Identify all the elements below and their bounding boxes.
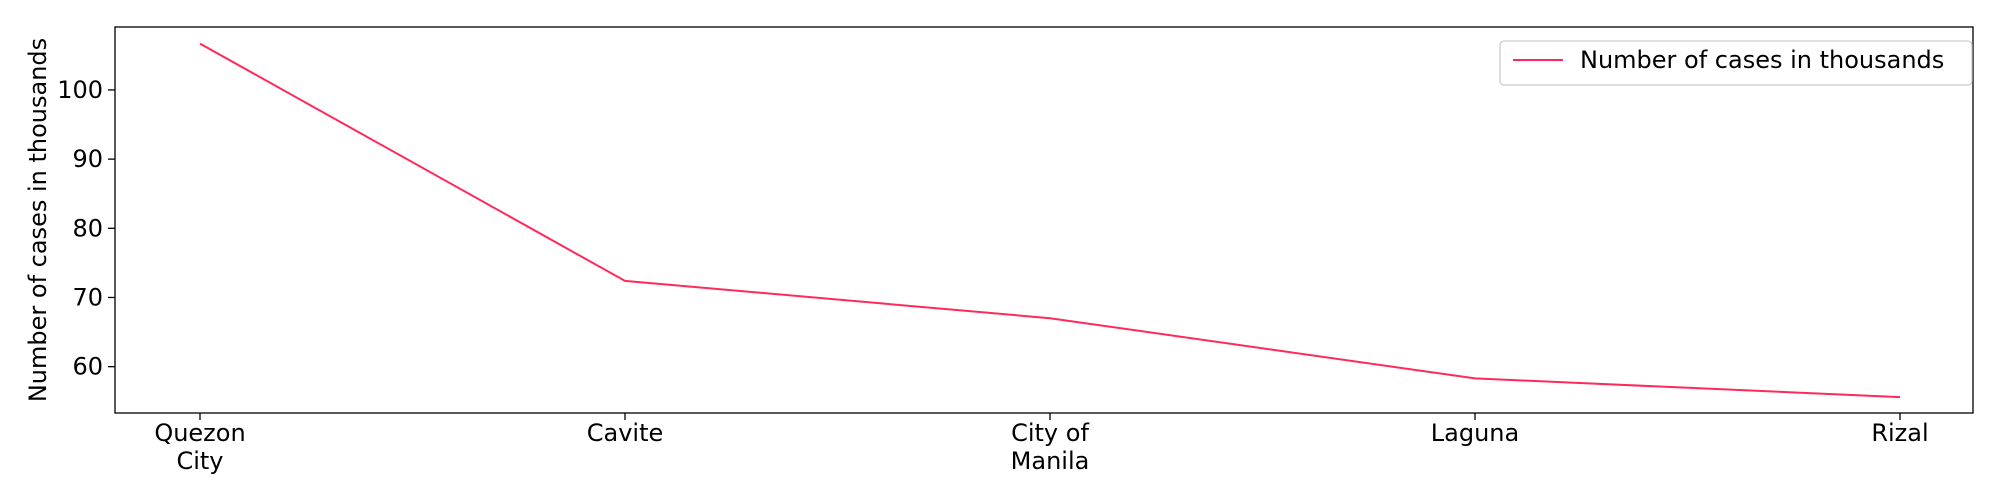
y-tick-label: 70 <box>72 283 103 311</box>
x-axis-ticks: Quezon City Cavite City of Manila Laguna Rizal <box>154 413 1929 475</box>
legend-label: Number of cases in thousands <box>1580 46 1944 74</box>
x-tick-label: Laguna <box>1431 419 1519 447</box>
series-line <box>199 42 1901 399</box>
y-axis-ticks: 60 70 80 90 100 <box>57 76 115 381</box>
x-tick-label-line: Manila <box>1011 447 1090 475</box>
y-tick-label: 90 <box>72 145 103 173</box>
plot-frame <box>114 26 1974 414</box>
x-tick-label: Quezon City <box>154 419 245 475</box>
x-tick-label-line: Rizal <box>1871 419 1928 447</box>
y-axis-title: Number of cases in thousands <box>24 38 52 402</box>
y-tick-label: 60 <box>72 353 103 381</box>
x-tick-label-line: Quezon <box>154 419 245 447</box>
x-tick-label: City of Manila <box>1011 419 1090 475</box>
x-tick-label: Rizal <box>1871 419 1928 447</box>
x-tick-label-line: Laguna <box>1431 419 1519 447</box>
series-layer <box>199 42 1901 399</box>
x-tick-label-line: City of <box>1011 419 1089 447</box>
legend-box <box>1499 40 1973 86</box>
legend: Number of cases in thousands <box>1499 40 1973 86</box>
y-tick-label: 100 <box>57 76 103 104</box>
x-tick-label-line: Cavite <box>587 419 664 447</box>
x-tick-label: Cavite <box>587 419 664 447</box>
y-tick-label: 80 <box>72 214 103 242</box>
x-tick-label-line: City <box>176 447 223 475</box>
